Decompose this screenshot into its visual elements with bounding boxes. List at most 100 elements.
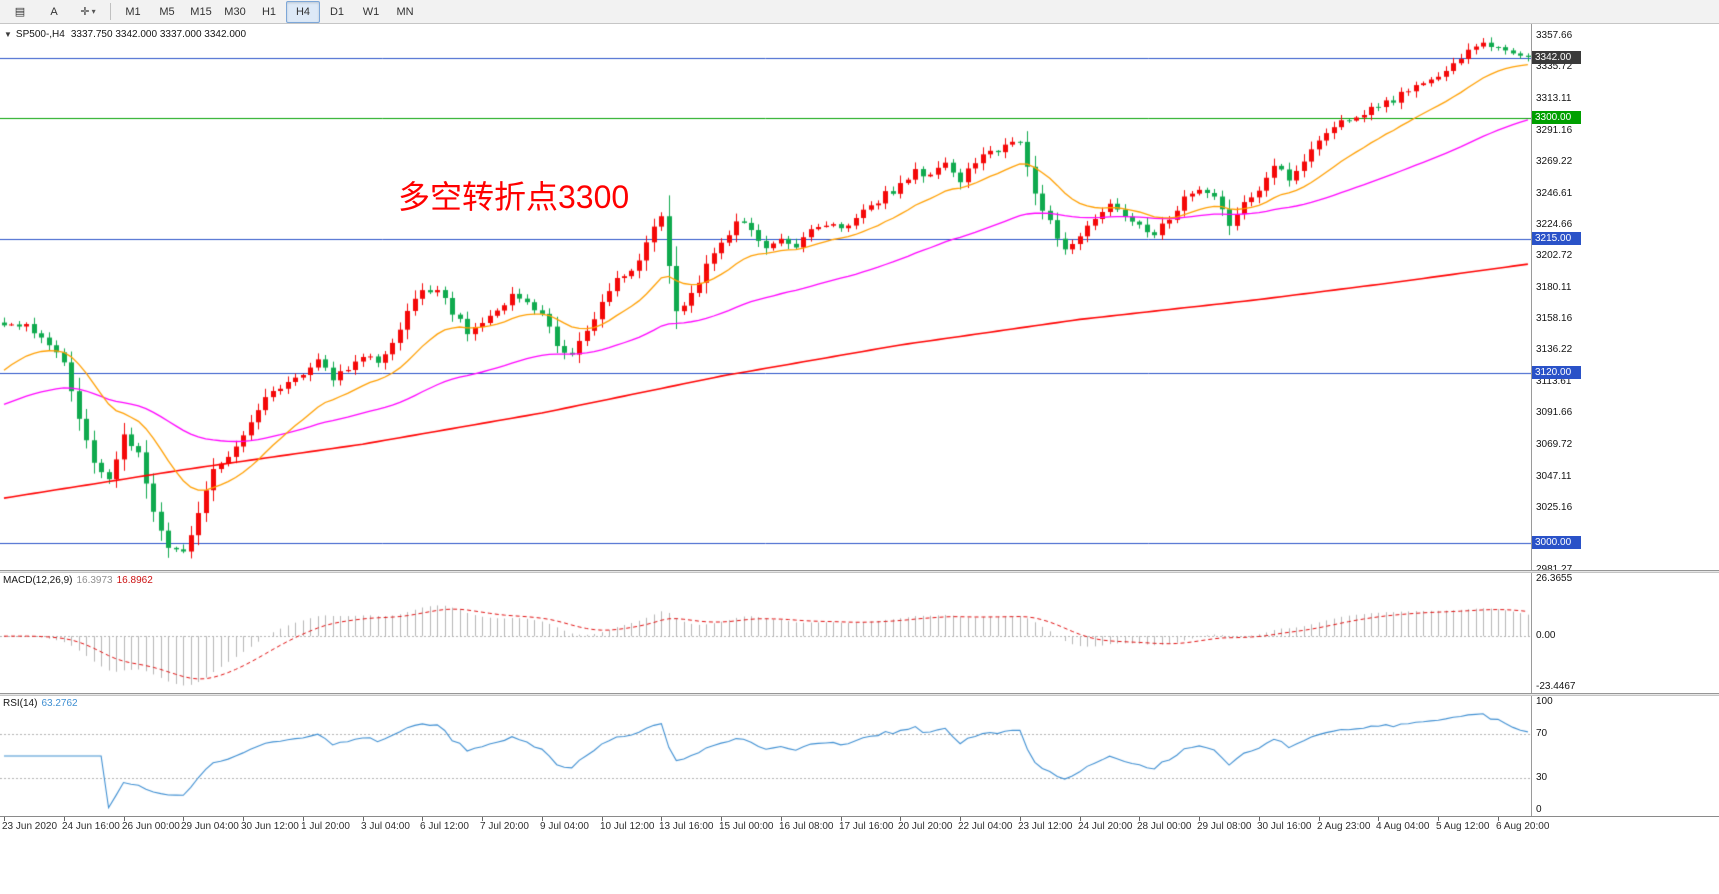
charts-grid-icon: ▤ [14, 6, 26, 18]
time-axis-label: 3 Jul 04:00 [361, 821, 410, 832]
time-axis-label: 23 Jun 2020 [2, 821, 58, 832]
time-axis-label: 9 Jul 04:00 [540, 821, 589, 832]
time-axis-label: 7 Jul 20:00 [480, 821, 529, 832]
symbol-timeframe-label: SP500-,H4 [15, 29, 65, 40]
time-axis-tick [1259, 817, 1260, 821]
timeframe-m5-button[interactable]: M5 [159, 5, 175, 18]
time-axis-label: 29 Jul 08:00 [1197, 821, 1252, 832]
time-axis-tick [1199, 817, 1200, 821]
time-axis-label: 2 Aug 23:00 [1317, 821, 1371, 832]
dropdown-caret-icon: ▾ [91, 7, 96, 16]
timeframe-m1-button[interactable]: M1 [125, 5, 141, 18]
time-axis-tick [542, 817, 543, 821]
time-axis-tick [1438, 817, 1439, 821]
price-line-label: 3000.00 [1532, 536, 1581, 550]
pane-resize-handle-macd[interactable] [0, 570, 1719, 573]
timeframe-w1-button[interactable]: W1 [362, 5, 380, 18]
time-axis-label: 30 Jul 16:00 [1257, 821, 1312, 832]
time-axis-tick [64, 817, 65, 821]
time-axis-tick [482, 817, 483, 821]
price-line-label: 3120.00 [1532, 366, 1581, 380]
price-axis-label: 2981.27 [1536, 564, 1573, 570]
price-axis-label: 3158.16 [1536, 313, 1573, 325]
time-axis-label: 4 Aug 04:00 [1376, 821, 1430, 832]
time-axis-label: 24 Jul 20:00 [1078, 821, 1133, 832]
crosshair-icon: ✛ [80, 6, 90, 18]
time-axis-label: 5 Aug 12:00 [1436, 821, 1490, 832]
toolbar-icon-group: ▤ A ✛ ▾ [3, 1, 105, 23]
price-axis-label: 3269.22 [1536, 155, 1573, 167]
crosshair-tool-button[interactable]: ✛ ▾ [71, 1, 105, 23]
charts-grid-icon-button[interactable]: ▤ [3, 1, 37, 23]
time-axis-label: 13 Jul 16:00 [659, 821, 714, 832]
time-axis-label: 30 Jun 12:00 [241, 821, 299, 832]
timeframe-m30-button[interactable]: M30 [224, 5, 246, 18]
time-axis-label: 10 Jul 12:00 [600, 821, 655, 832]
price-axis-label: 3313.11 [1536, 93, 1572, 105]
time-axis-label: 24 Jun 16:00 [62, 821, 120, 832]
timeframe-h1-button[interactable]: H1 [261, 5, 277, 18]
time-axis-tick [4, 817, 5, 821]
time-axis-tick [422, 817, 423, 821]
time-axis-tick [303, 817, 304, 821]
timeframe-toolbar: M1 M5 M15 M30 H1 H4 D1 W1 MN [116, 0, 422, 23]
collapse-triangle-icon[interactable]: ▼ [4, 30, 12, 39]
time-axis-label: 28 Jul 00:00 [1137, 821, 1192, 832]
price-axis[interactable]: 3357.66 3335.72 3313.11 3291.16 3269.22 3246.… [1531, 24, 1719, 570]
time-axis-tick [1319, 817, 1320, 821]
time-axis-label: 16 Jul 08:00 [779, 821, 834, 832]
text-label-icon-button[interactable]: A [37, 1, 71, 23]
macd-axis-label: 0.00 [1536, 630, 1556, 642]
time-axis-label: 17 Jul 16:00 [839, 821, 894, 832]
price-axis-label: 3180.11 [1536, 282, 1572, 294]
time-axis-label: 6 Jul 12:00 [420, 821, 469, 832]
time-axis-label: 23 Jul 12:00 [1018, 821, 1073, 832]
rsi-name: RSI(14) [3, 698, 38, 709]
price-axis-label: 3136.22 [1536, 344, 1573, 356]
price-axis-label: 3246.61 [1536, 187, 1573, 199]
time-axis-label: 20 Jul 20:00 [898, 821, 953, 832]
rsi-axis-label: 100 [1536, 696, 1553, 707]
price-axis-label: 3224.66 [1536, 218, 1573, 230]
time-axis-tick [721, 817, 722, 821]
time-axis-tick [1498, 817, 1499, 821]
time-axis-tick [243, 817, 244, 821]
price-axis-label: 3069.72 [1536, 438, 1573, 450]
price-line-label: 3215.00 [1532, 231, 1581, 245]
macd-axis[interactable]: 26.3655 0.00 -23.4467 [1531, 573, 1719, 693]
rsi-axis-label: 0 [1536, 804, 1542, 815]
pane-resize-handle-rsi[interactable] [0, 693, 1719, 696]
timeframe-mn-button[interactable]: MN [396, 5, 414, 18]
ohlc-values: 3337.750 3342.000 3337.000 3342.000 [70, 29, 247, 40]
time-axis-tick [900, 817, 901, 821]
timeframe-h4-button[interactable]: H4 [286, 0, 320, 23]
price-chart-pane: 3357.66 3335.72 3313.11 3291.16 3269.22 3246.… [0, 24, 1719, 570]
timeframe-d1-button[interactable]: D1 [329, 5, 345, 18]
price-axis-label: 3202.72 [1536, 249, 1573, 261]
text-label-icon: A [50, 5, 58, 18]
price-axis-label: 3357.66 [1536, 30, 1573, 42]
time-axis-label: 22 Jul 04:00 [958, 821, 1013, 832]
price-axis-label: 3025.16 [1536, 501, 1573, 513]
time-axis-label: 6 Aug 20:00 [1496, 821, 1550, 832]
time-axis-tick [841, 817, 842, 821]
time-axis-tick [363, 817, 364, 821]
time-axis-tick [661, 817, 662, 821]
rsi-canvas[interactable] [0, 696, 1531, 816]
macd-signal-value: 16.8962 [116, 575, 153, 586]
time-axis-label: 15 Jul 00:00 [719, 821, 774, 832]
rsi-value: 63.2762 [41, 698, 78, 709]
time-axis[interactable]: 23 Jun 2020 24 Jun 16:00 26 Jun 00:00 29 Ju… [0, 816, 1719, 837]
price-chart-canvas[interactable] [0, 24, 1531, 570]
time-axis-tick [1020, 817, 1021, 821]
macd-canvas[interactable] [0, 573, 1531, 693]
rsi-axis[interactable]: 100 70 30 0 [1531, 696, 1719, 816]
macd-main-value: 16.3973 [76, 575, 113, 586]
timeframe-m15-button[interactable]: M15 [190, 5, 212, 18]
price-axis-label: 3047.11 [1536, 470, 1572, 482]
macd-axis-label: -23.4467 [1536, 681, 1576, 692]
rsi-label: RSI(14) 63.2762 [3, 698, 82, 709]
price-axis-label: 3091.66 [1536, 407, 1573, 419]
time-axis-tick [1080, 817, 1081, 821]
